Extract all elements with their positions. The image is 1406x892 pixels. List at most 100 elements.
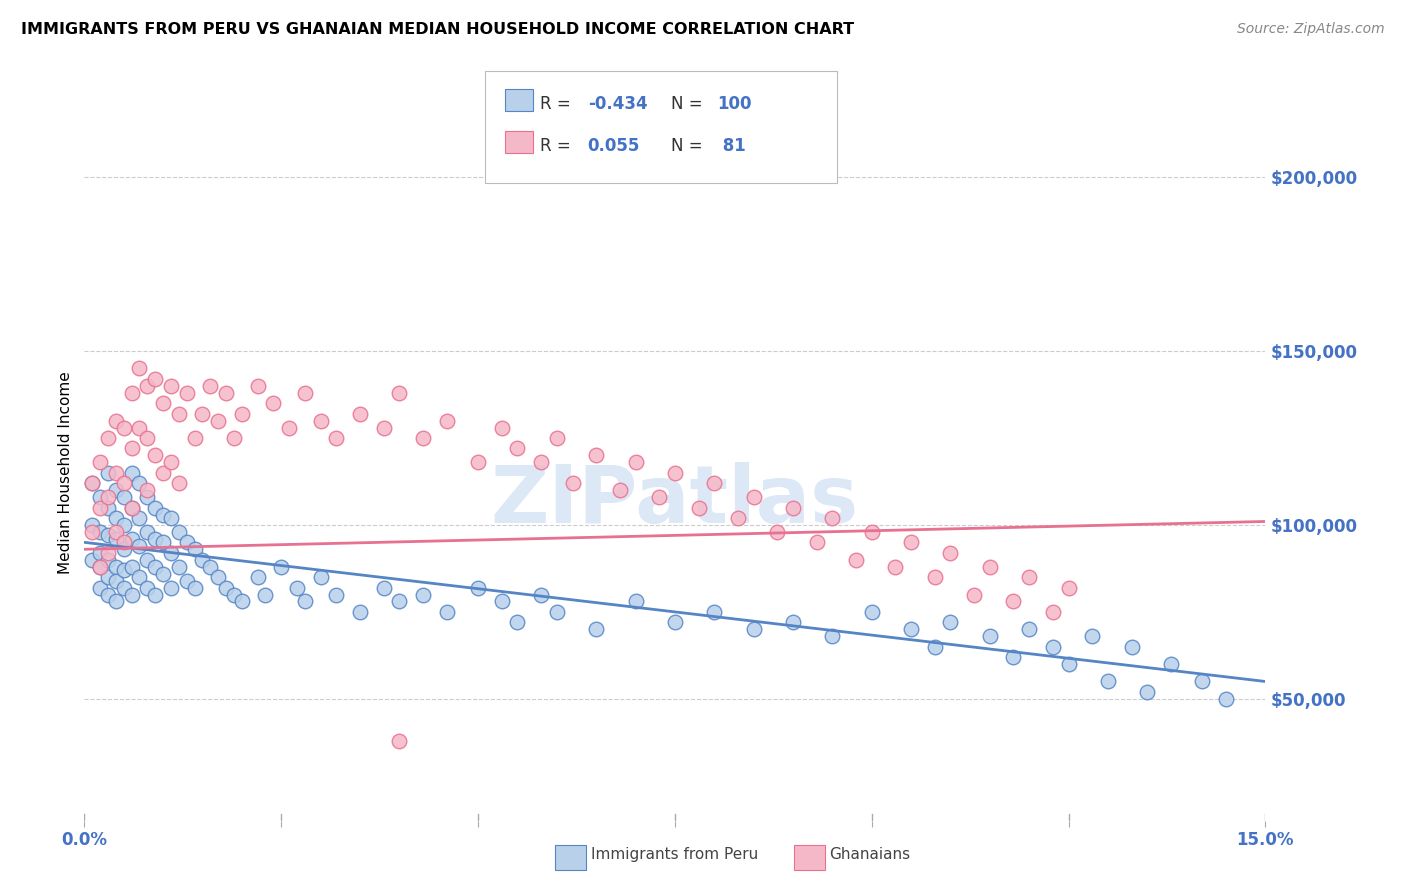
Point [388,385,411,400]
Point [89,546,111,560]
Point [89,581,111,595]
Point [97,500,120,515]
Text: ZIPatlas: ZIPatlas [491,461,859,540]
Point [136,490,159,504]
Point [136,581,159,595]
Point [136,431,159,445]
Point [624,594,647,608]
Point [97,466,120,480]
Point [860,524,883,539]
Point [412,431,434,445]
Point [561,476,583,491]
Point [278,420,301,434]
Point [688,500,710,515]
Text: N =: N = [671,95,707,113]
Point [183,581,205,595]
Point [97,528,120,542]
Point [1002,594,1025,608]
Point [167,559,190,574]
Point [152,566,174,581]
Point [1002,650,1025,665]
Point [191,407,214,421]
Point [183,431,205,445]
Point [143,448,166,462]
Point [215,581,238,595]
Point [160,455,183,469]
Point [136,378,159,392]
Point [467,455,489,469]
Point [821,629,844,643]
Point [727,511,749,525]
Point [176,535,198,549]
Point [112,420,135,434]
Point [143,372,166,386]
Point [742,490,765,504]
Point [97,587,120,601]
Point [160,546,183,560]
Point [1215,692,1237,706]
Point [97,431,120,445]
Point [167,476,190,491]
Point [648,490,671,504]
Point [782,615,804,630]
Point [89,500,111,515]
Point [112,581,135,595]
Point [467,581,489,595]
Point [349,605,371,619]
Point [143,587,166,601]
Point [82,517,104,532]
Point [491,420,513,434]
Text: 100: 100 [717,95,752,113]
Point [89,490,111,504]
Point [136,524,159,539]
Point [121,559,143,574]
Point [388,594,411,608]
Point [128,570,150,584]
Point [97,570,120,584]
Point [782,500,804,515]
Point [121,442,143,456]
Point [128,511,150,525]
Point [176,574,198,588]
Point [703,605,725,619]
Point [703,476,725,491]
Point [231,407,253,421]
Point [128,476,150,491]
Point [112,563,135,577]
Point [1097,674,1119,689]
Point [82,524,104,539]
Point [121,500,143,515]
Point [373,420,395,434]
Point [325,431,347,445]
Point [104,594,127,608]
Point [200,378,222,392]
Point [530,587,553,601]
Point [160,511,183,525]
Point [152,535,174,549]
Point [860,605,883,619]
Point [136,483,159,498]
Point [97,546,120,560]
Point [231,594,253,608]
Point [89,524,111,539]
Point [112,535,135,549]
Point [121,532,143,546]
Point [246,570,269,584]
Point [742,623,765,637]
Point [963,587,986,601]
Point [104,574,127,588]
Point [506,615,529,630]
Point [491,594,513,608]
Point [900,623,922,637]
Point [1018,623,1040,637]
Text: -0.434: -0.434 [588,95,647,113]
Point [845,552,868,567]
Point [1057,581,1080,595]
Point [128,361,150,376]
Point [766,524,789,539]
Point [152,466,174,480]
Point [152,396,174,410]
Point [167,524,190,539]
Point [112,490,135,504]
Point [530,455,553,469]
